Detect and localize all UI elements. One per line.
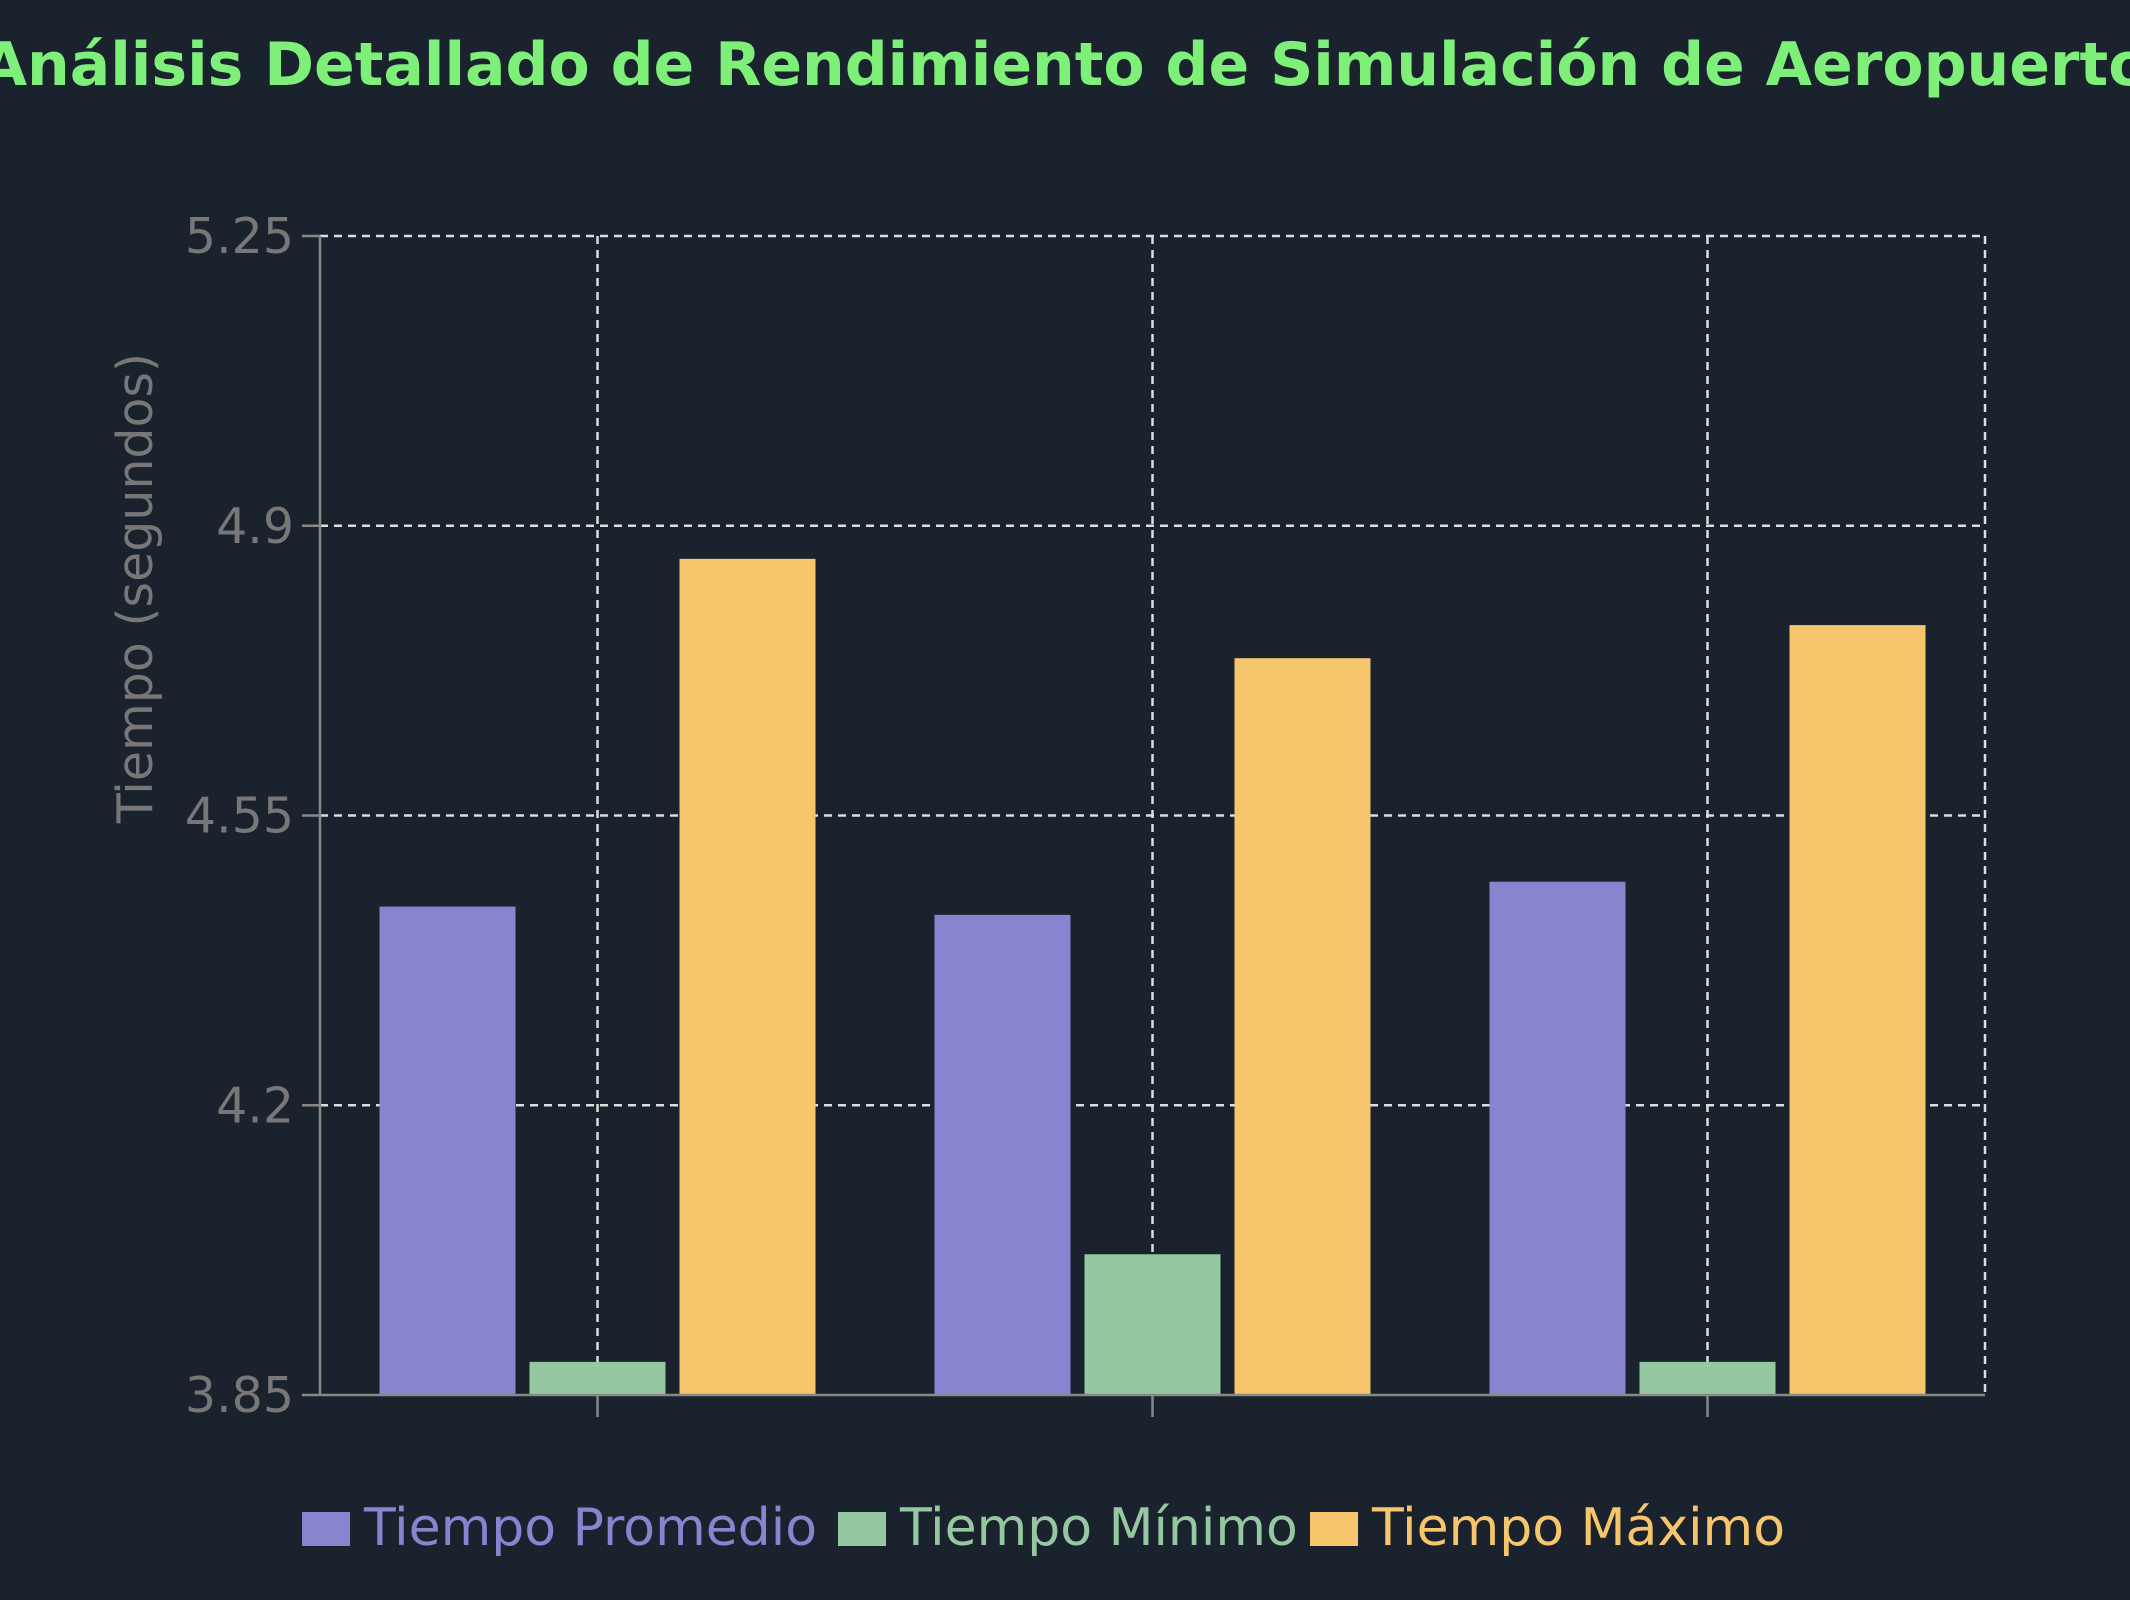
chart-title: Análisis Detallado de Rendimiento de Sim… (0, 30, 2130, 100)
y-tick-labels: 3.85 4.2 4.55 4.9 5.25 (185, 208, 294, 1424)
bars (379, 558, 1926, 1395)
legend-label: Tiempo Mínimo (899, 1498, 1298, 1558)
legend-swatch (302, 1512, 350, 1546)
y-tick-label: 4.9 (216, 498, 294, 555)
legend-swatch (838, 1512, 886, 1546)
bar-tiempo-m-nimo (1084, 1254, 1221, 1395)
axes (302, 234, 1985, 1417)
bar-tiempo-m-ximo (1234, 658, 1371, 1395)
bar-tiempo-promedio (934, 914, 1071, 1395)
legend: Tiempo Promedio Tiempo Mínimo Tiempo Máxim… (302, 1498, 1785, 1558)
legend-label: Tiempo Promedio (363, 1498, 817, 1558)
bar-tiempo-m-nimo (1639, 1361, 1776, 1395)
y-axis-title: Tiempo (segundos) (107, 353, 164, 824)
y-tick-label: 4.55 (185, 788, 294, 845)
y-tick-label: 5.25 (185, 208, 294, 265)
legend-swatch (1310, 1512, 1358, 1546)
bar-tiempo-promedio (1489, 881, 1626, 1395)
bar-tiempo-m-nimo (529, 1361, 666, 1395)
bar-tiempo-m-ximo (1789, 625, 1926, 1395)
bar-tiempo-m-ximo (679, 558, 816, 1395)
y-tick-label: 4.2 (216, 1077, 294, 1134)
legend-label: Tiempo Máximo (1371, 1498, 1785, 1558)
bar-tiempo-promedio (379, 906, 516, 1395)
y-tick-label: 3.85 (185, 1367, 294, 1424)
grid-lines (320, 234, 1987, 1395)
